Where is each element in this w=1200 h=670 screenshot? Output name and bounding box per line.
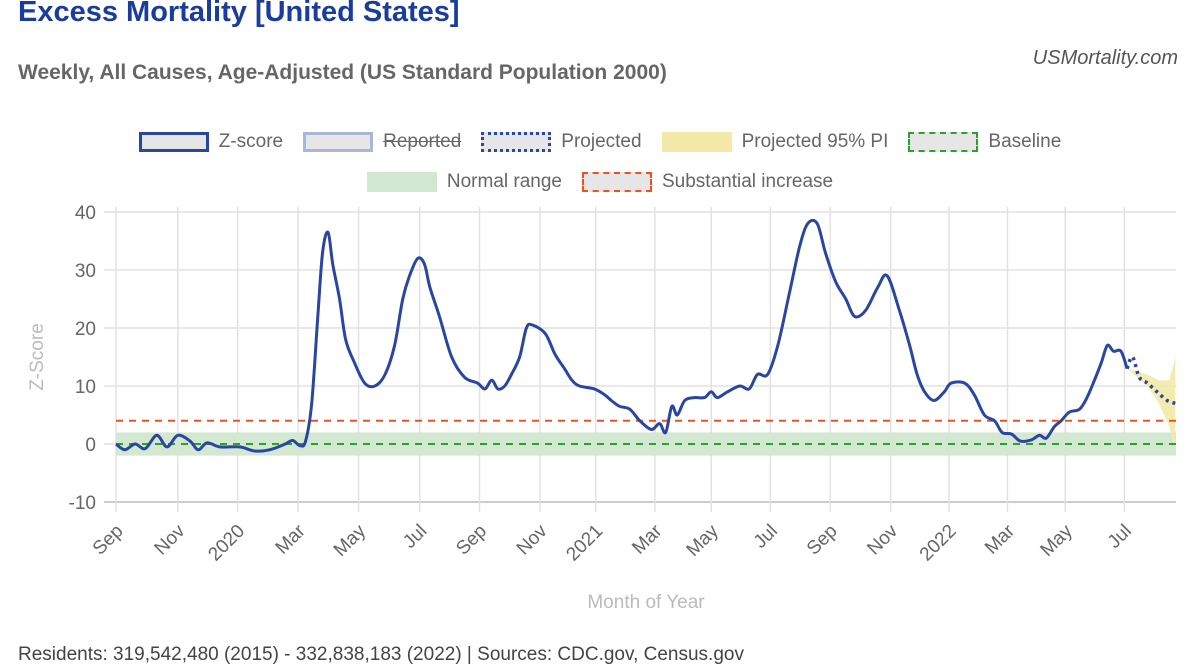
y-tick-label: 30 [75,261,96,282]
y-tick-label: 20 [75,319,96,340]
x-tick-label: 2020 [204,521,249,566]
legend-label: Projected 95% PI [741,131,889,152]
x-tick-label: Sep [452,521,491,560]
x-tick-label: May [330,520,371,561]
x-tick-label: Nov [151,520,190,559]
x-tick-label: 2022 [916,521,961,566]
legend-item-substantial-increase[interactable]: Substantial increase [582,171,833,193]
y-axis-label: Z-Score [27,323,48,391]
x-tick-label: 2021 [563,521,608,566]
legend-item-normal-range[interactable]: Normal range [366,171,562,193]
chart-svg: 40 30 20 10 0 -10 Sep Nov 2020 Mar May Jul Sep Nov 202… [27,203,1176,613]
x-tick-label: Nov [863,520,902,559]
zscore-series-line [115,218,1129,453]
x-tick-label: Sep [803,521,842,560]
legend-swatch [138,132,209,152]
legend-label: Baseline [988,131,1062,152]
legend-label: Z-score [218,131,284,152]
y-tick-label: 10 [75,377,96,398]
x-tick-label: Sep [89,521,128,560]
y-tick-label: 0 [85,435,96,456]
chart-subtitle: Weekly, All Causes, Age-Adjusted (US Sta… [18,61,667,84]
x-tick-label: Mar [981,520,1019,558]
site-name: USMortality.com [1032,47,1178,69]
legend-row-2: Normal range Substantial increase [0,171,1200,193]
legend-swatch [481,132,552,152]
x-tick-label: Jul [1104,521,1136,553]
x-tick-label: Jul [399,521,431,553]
x-tick-label: Mar [272,520,310,558]
x-tick-label: May [1037,520,1078,561]
x-tick-label: Jul [750,521,782,553]
normal-range-band [116,432,1176,456]
x-tick-label: May [683,520,724,561]
legend-swatch [582,172,652,192]
x-axis-label: Month of Year [587,592,705,613]
legend-label: Substantial increase [662,171,834,192]
legend-swatch [908,132,979,152]
x-tick-label: Mar [628,520,666,558]
legend-item-projected-95-pi[interactable]: Projected 95% PI [661,131,889,153]
legend-swatch [661,132,732,152]
legend-item-baseline[interactable]: Baseline [908,131,1061,153]
x-tick-label: Nov [513,520,552,559]
legend-label: Reported [383,131,462,152]
legend-item-reported[interactable]: Reported [303,131,461,153]
legend-item-projected[interactable]: Projected [481,131,642,153]
legend-label: Normal range [446,171,562,192]
legend-row-1: Z-score Reported Projected Projected 95% PI… [0,131,1200,153]
footer-sources: Residents: 319,542,480 (2015) - 332,838,… [18,644,744,665]
projected-series-line [1125,355,1176,406]
y-tick-label: -10 [69,493,96,514]
legend-swatch [303,132,374,152]
y-tick-label: 40 [75,203,96,224]
legend-item-z-score[interactable]: Z-score [138,131,284,153]
projected-pi-band [1127,357,1176,450]
page-title: Excess Mortality [United States] [18,0,460,28]
legend-label: Projected [561,131,642,152]
legend-swatch [366,172,437,192]
